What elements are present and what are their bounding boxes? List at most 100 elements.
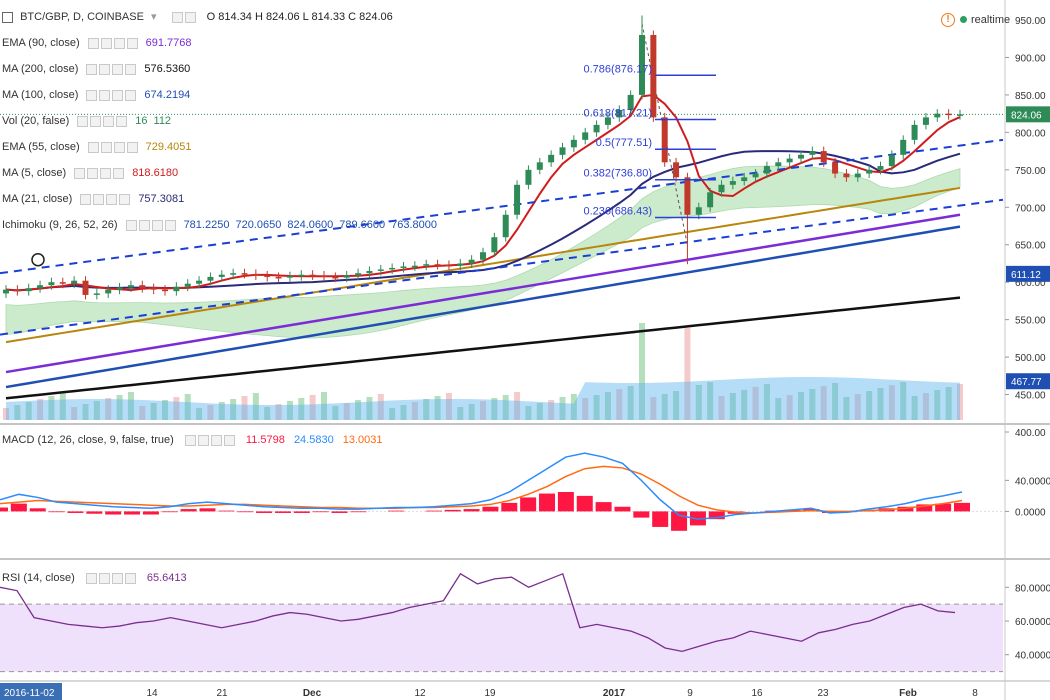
indicator-legend[interactable]: Ichimoku (9, 26, 52, 26) 781.2250 720.0650… [2,218,443,232]
indicator-actions[interactable] [74,166,126,180]
indicator-legend[interactable]: MA (100, close) 674.2194 [2,88,196,102]
fib-level-label: 0.786(876.17) [584,63,653,75]
indicator-legend[interactable]: EMA (90, close) 691.7768 [2,36,198,50]
macd-hist-bar [293,511,310,513]
time-axis[interactable]: 2016-11-02 14 21 Dec 12 19 2017 9 16 23 Feb 8 [0,683,978,700]
volume-bar [366,397,373,420]
volume-bar [604,392,611,420]
macd-hist-bar [482,506,499,512]
volume-bar [343,403,350,420]
candle-body [832,162,839,174]
macd-axis[interactable]: 40.0000 0.0000 [1005,476,1050,518]
macd-hist-value: 11.5798 [245,434,285,446]
macd-hist-bar [331,511,348,513]
volume-bar [389,408,396,420]
candle-body [389,267,396,270]
macd-hist-bar [124,511,141,515]
macd-tick-label: 40.0000 [1015,476,1050,487]
candle-body [775,162,782,167]
volume-bar [252,393,259,420]
settings-icon[interactable] [184,11,196,23]
indicator-legend[interactable]: MA (200, close) 576.5360 [2,62,196,76]
candle-body [684,177,691,215]
trend-lower [0,198,1004,336]
collapse-icon[interactable] [2,11,13,23]
indicator-value: 789.6600 [339,219,386,231]
volume-bar [355,400,362,420]
volume-bar [150,403,157,420]
legend-actions[interactable] [171,10,198,24]
candle-body [468,259,475,264]
volume-bar [434,396,441,420]
candle-body [48,282,55,286]
volume-bar [639,323,645,420]
rsi-axis[interactable]: 80.0000 60.0000 40.0000 [1005,583,1050,662]
candle-body [854,173,861,178]
symbol-legend[interactable]: BTC/GBP, D, COINBASE ▾ O 814.34 H 824.06… [2,10,393,24]
price-label-box [1006,106,1050,123]
indicator-actions[interactable] [87,140,140,154]
rsi-legend[interactable]: RSI (14, close) 65.6413 [2,571,193,585]
candle-body [559,147,566,155]
fib-level-label: 0.5(777.51) [596,137,652,149]
indicator-actions[interactable] [77,114,129,128]
volume-bar [900,382,907,420]
candle-body [207,276,214,281]
time-tick-label: 12 [414,688,426,699]
macd-legend[interactable]: MACD (12, 26, close, 9, false, true) 11.… [2,433,389,447]
price-tick-label: 700.00 [1015,203,1046,214]
fib-level-label: 0.618(817.21) [584,107,653,119]
volume-bar [695,385,702,420]
candle-body [809,151,816,155]
volume-bar [298,398,305,420]
chevron-down-icon[interactable]: ▾ [151,11,157,23]
candle-body [139,285,146,289]
macd-hist-bar [633,511,650,518]
price-candles [3,15,963,300]
volume-bar [798,392,804,420]
volume-bar [820,386,827,420]
macd-hist-bar [897,506,914,512]
indicator-name: EMA (90, close) [2,37,80,49]
volume-bar [25,402,32,420]
macd-legend-actions[interactable] [184,433,237,447]
start-date-box [0,683,62,700]
indicator-actions[interactable] [87,36,140,50]
volume-bar [332,406,339,420]
price-axis[interactable]: 950.00 900.00 850.00 800.00 750.00 700.00 650.… [1005,16,1050,439]
price-tick-label: 950.00 [1015,16,1046,27]
candle-body [866,169,873,174]
indicator-legend[interactable]: MA (5, close) 818.6180 [2,166,184,180]
indicator-legend[interactable]: MA (21, close) 757.3081 [2,192,190,206]
rsi-legend-actions[interactable] [85,571,138,585]
indicator-actions[interactable] [86,62,138,76]
time-tick-label: Feb [899,688,917,699]
warning-icon[interactable]: ! [941,13,955,27]
candle-body [536,162,543,170]
candle-body [763,166,770,174]
indicator-value: 781.2250 [183,219,230,231]
volume-bar [809,389,816,420]
volume-bar [196,408,203,420]
macd-hist-bar [463,509,480,512]
indicator-legend[interactable]: EMA (55, close) 729.4051 [2,140,198,154]
indicator-actions[interactable] [86,88,138,102]
candle-body [3,289,9,294]
volume-bar [286,401,293,420]
ma100-line [5,225,961,389]
indicator-actions[interactable] [80,192,132,206]
time-tick-label: 19 [484,688,496,699]
macd-hist-bar [388,510,405,512]
indicator-actions[interactable] [125,218,178,232]
volume-bar [275,404,282,420]
volume-bar [786,395,793,420]
macd-hist-bar [652,511,669,527]
candle-body [514,184,521,215]
candle-body [945,113,952,116]
volume-bar [502,395,509,420]
eye-icon[interactable] [171,11,183,23]
candle-body [116,287,123,290]
volume-bar [377,394,384,420]
candle-body [150,288,157,290]
indicator-legend[interactable]: Vol (20, false) 16 112 [2,114,177,128]
